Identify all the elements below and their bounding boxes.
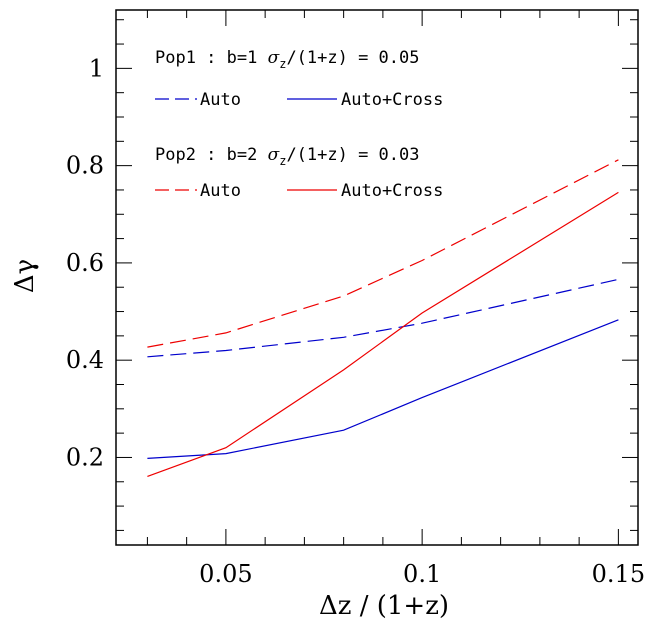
x-tick-labels: 0.05 0.1 0.15	[199, 560, 645, 588]
legend-pop1-sub: z	[279, 57, 286, 71]
x-tick-label: 0.15	[592, 560, 645, 588]
x-axis-label: Δz / (1+z)	[319, 591, 449, 621]
series-pop1-auto-cross-line	[147, 319, 619, 459]
y-tick-label: 0.4	[66, 346, 104, 374]
axis-ticks	[116, 10, 638, 545]
y-tick-labels: 0.2 0.4 0.6 0.8 1	[66, 54, 104, 471]
legend-pop1-sigma: σ	[268, 48, 280, 68]
series-pop1-auto-line	[147, 278, 619, 358]
x-tick-label: 0.1	[403, 560, 441, 588]
legend-pop1-auto-label: Auto	[200, 90, 241, 110]
legend-pop2-sigma: σ	[268, 145, 280, 165]
legend-pop1-cross-label: Auto+Cross	[341, 90, 443, 110]
x-tick-label: 0.05	[199, 560, 252, 588]
y-axis-label: Δγ	[10, 259, 40, 293]
y-tick-label: 0.2	[66, 443, 104, 471]
legend-pop2-auto-label: Auto	[200, 181, 241, 201]
legend-pop1-title-pre: Pop1 : b=1	[155, 48, 268, 68]
y-tick-label: 0.8	[66, 152, 104, 180]
legend-pop1-title-post: /(1+z) = 0.05	[286, 48, 419, 68]
y-tick-label: 1	[89, 54, 104, 82]
legend-pop2-title-post: /(1+z) = 0.03	[286, 145, 419, 165]
legend-pop2-cross-label: Auto+Cross	[341, 181, 443, 201]
series-pop2-auto-cross-line	[147, 191, 619, 477]
legend-pop1-title: Pop1 : b=1 σz/(1+z) = 0.05	[155, 48, 420, 71]
y-tick-label: 0.6	[66, 249, 104, 277]
legend-pop2-title: Pop2 : b=2 σz/(1+z) = 0.03	[155, 145, 420, 168]
series-pop2-auto-line	[147, 159, 619, 348]
plot-frame	[115, 9, 639, 546]
legend: Pop1 : b=1 σz/(1+z) = 0.05 Auto Auto+Cro…	[155, 48, 443, 201]
legend-pop2-sub: z	[279, 154, 286, 168]
legend-pop2-title-pre: Pop2 : b=2	[155, 145, 268, 165]
series-lines	[147, 159, 619, 477]
